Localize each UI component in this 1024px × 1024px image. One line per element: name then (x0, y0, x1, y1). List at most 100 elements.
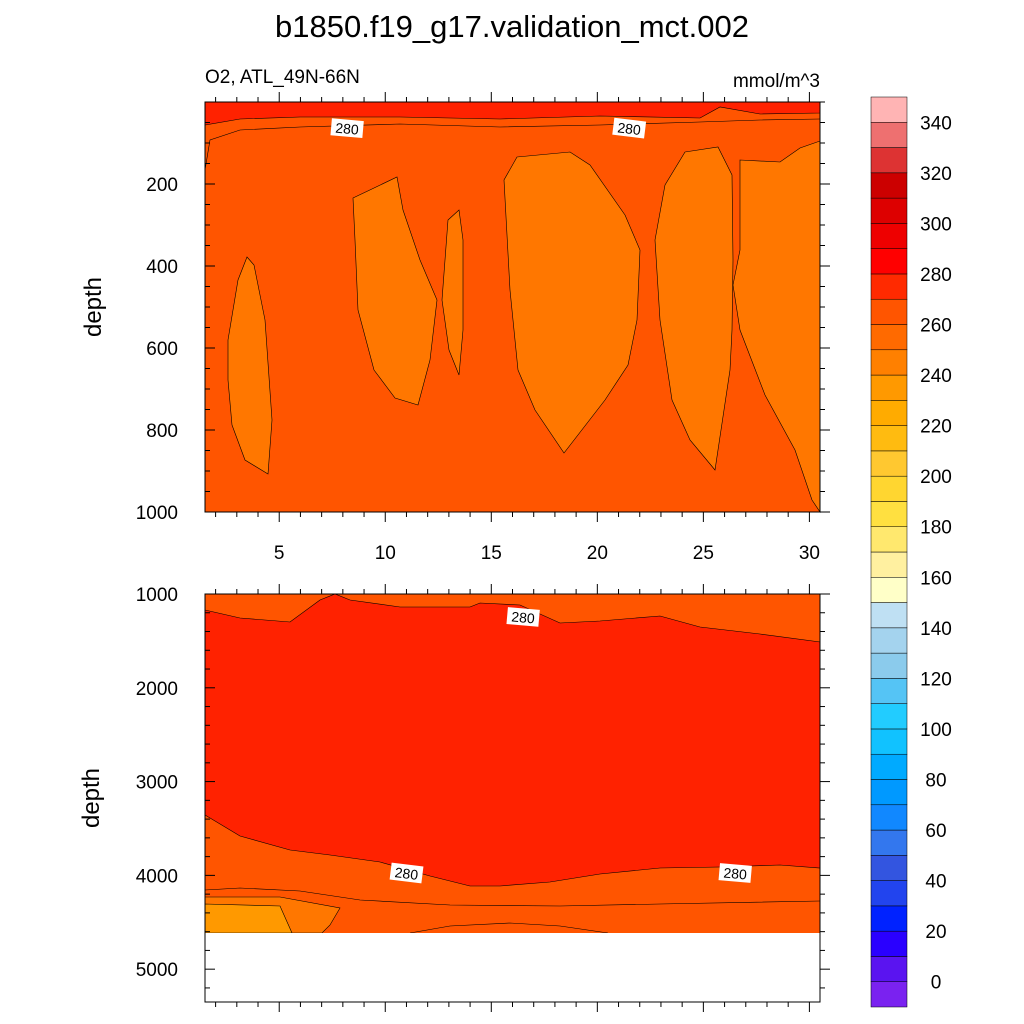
colorbar-label: 40 (925, 872, 946, 893)
colorbar-box (870, 829, 908, 856)
colorbar-box (870, 425, 908, 452)
upper-blob-5 (654, 146, 734, 471)
colorbar-box (870, 981, 908, 1008)
lower-panel: 1000 2000 3000 4000 5000 280 280 280 depth (78, 584, 830, 1012)
colorbar-box (870, 956, 908, 982)
colorbar-box (870, 627, 908, 654)
colorbar-label: 0 (931, 973, 942, 994)
colorbar-box (870, 703, 908, 730)
colorbar-box (870, 298, 908, 325)
colorbar-box (870, 223, 908, 249)
colorbar-box (870, 930, 908, 957)
colorbar-box (870, 324, 908, 351)
contour-label: 280 (389, 862, 424, 884)
upper-blob-6 (732, 140, 821, 513)
colorbar-box (870, 602, 908, 629)
colorbar-boxes (870, 96, 908, 1008)
x-tick-label: 5 (274, 543, 285, 564)
y-tick-label: 4000 (136, 866, 178, 887)
colorbar-label: 180 (920, 518, 952, 539)
colorbar-box (870, 475, 908, 502)
contour-label-text: 280 (723, 865, 748, 883)
colorbar-label: 320 (920, 164, 952, 185)
colorbar-label: 220 (920, 417, 952, 438)
upper-blob-3 (441, 209, 464, 376)
colorbar-label: 200 (920, 467, 952, 488)
colorbar-label: 340 (920, 113, 952, 134)
lower-y-ticks: 1000 2000 3000 4000 5000 (136, 585, 830, 989)
colorbar-label: 280 (920, 265, 952, 286)
lower-missing-region (205, 933, 820, 1002)
colorbar-box (870, 273, 908, 300)
x-tick-label: 20 (587, 543, 608, 564)
contour-label-text: 280 (511, 608, 536, 626)
colorbar-box (870, 197, 908, 224)
colorbar-box (870, 577, 908, 603)
colorbar-label: 60 (925, 821, 946, 842)
upper-contour-280 (204, 118, 821, 171)
lower-contour-labels: 280 280 280 (389, 607, 752, 884)
contour-label: 280 (330, 118, 364, 139)
colorbar-box (870, 728, 908, 755)
lower-bottom-contour (409, 922, 609, 934)
colorbar-label: 240 (920, 366, 952, 387)
contour-label: 280 (612, 117, 647, 139)
contour-label: 280 (506, 607, 540, 627)
colorbar-box (870, 349, 908, 376)
chart-title: b1850.f19_g17.validation_mct.002 (275, 9, 749, 44)
y-tick-label: 800 (146, 421, 178, 442)
colorbar-box (870, 147, 908, 174)
contour-label-box (718, 863, 752, 883)
upper-panel: O2, ATL_49N-66N mmol/m^3 5 10 15 20 25 30 200… (80, 67, 830, 564)
colorbar-box (870, 855, 908, 881)
x-tick-label: 30 (799, 543, 820, 564)
colorbar-box (870, 122, 908, 148)
colorbar-box (870, 400, 908, 426)
colorbar-box (870, 678, 908, 704)
colorbar-box (870, 779, 908, 806)
colorbar-label: 160 (920, 568, 952, 589)
upper-y-axis-label: depth (80, 277, 107, 337)
lower-plot-fill (204, 593, 821, 1002)
y-tick-label: 1000 (136, 503, 178, 524)
contour-label-box (330, 118, 364, 139)
upper-plot-fill (204, 101, 821, 513)
upper-subtitle-left: O2, ATL_49N-66N (205, 67, 360, 88)
lower-x-ticks (215, 584, 810, 1012)
contour-label-box (612, 117, 647, 139)
contour-label-box (389, 862, 424, 884)
colorbar-box (870, 905, 908, 932)
contour-label-box (506, 607, 540, 627)
contour-label-text: 280 (617, 119, 642, 138)
lower-band-240 (204, 903, 293, 934)
y-tick-label: 3000 (136, 773, 178, 794)
upper-blob-2 (352, 176, 438, 406)
colorbar-labels: 0 20 40 60 80 100 120 140 160 180 200 220 240 260 280 3… (920, 113, 952, 993)
colorbar-box (870, 551, 908, 578)
y-tick-label: 400 (146, 257, 178, 278)
upper-contour-labels: 280 280 (330, 117, 647, 139)
colorbar-label: 260 (920, 316, 952, 337)
colorbar-box (870, 450, 908, 477)
colorbar-box (870, 753, 908, 780)
colorbar-label: 20 (925, 922, 946, 943)
colorbar-box (870, 880, 908, 907)
colorbar-box (870, 248, 908, 275)
upper-blob-4 (503, 151, 641, 454)
contour-label-text: 280 (335, 120, 360, 138)
colorbar: 0 20 40 60 80 100 120 140 160 180 200 220 240 260 280 3… (870, 96, 952, 1008)
colorbar-box (870, 804, 908, 831)
colorbar-box (870, 374, 908, 401)
x-tick-label: 25 (693, 543, 714, 564)
upper-subtitle-right: mmol/m^3 (733, 71, 820, 92)
colorbar-label: 300 (920, 214, 952, 235)
y-tick-label: 200 (146, 175, 178, 196)
lower-y-axis-label: depth (78, 768, 105, 828)
colorbar-box (870, 172, 908, 199)
colorbar-label: 100 (920, 720, 952, 741)
y-tick-label: 2000 (136, 679, 178, 700)
lower-deep-band (204, 593, 821, 887)
colorbar-box (870, 96, 908, 123)
y-tick-label: 600 (146, 339, 178, 360)
